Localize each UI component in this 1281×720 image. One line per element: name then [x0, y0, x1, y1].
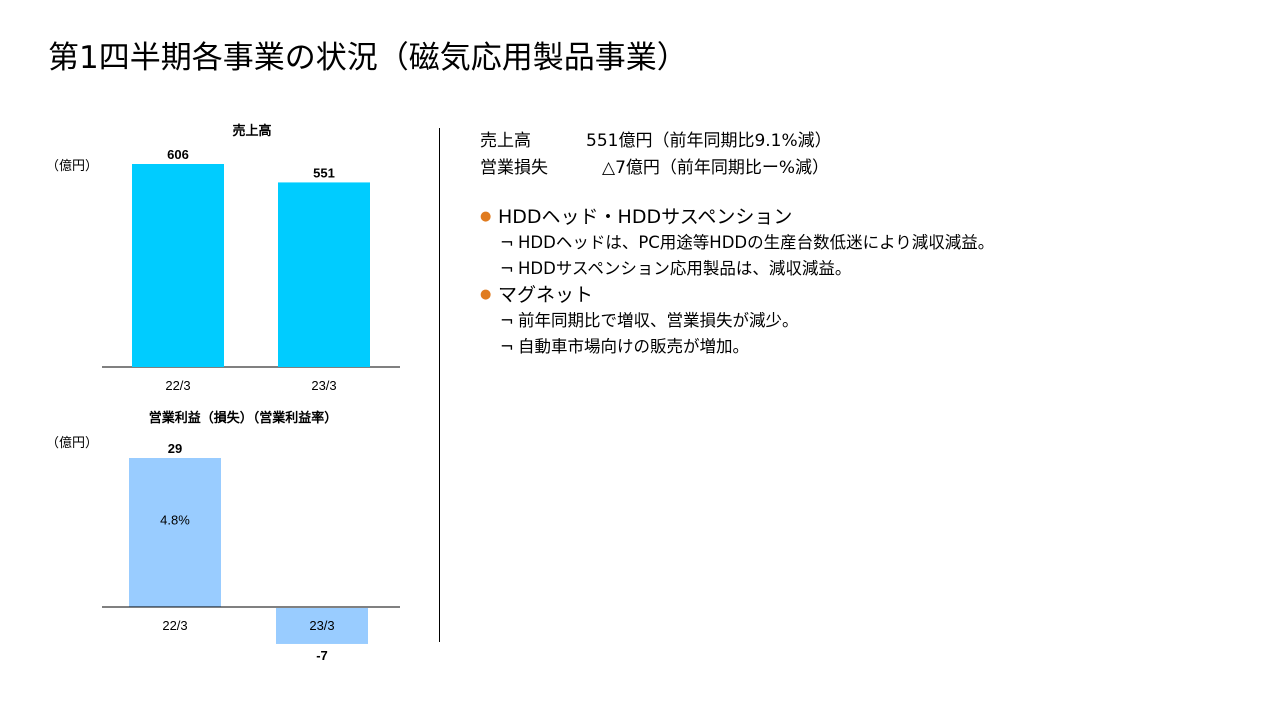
bullet-dot-icon: ● [480, 287, 492, 302]
profit-category-label-23-3: 23/3 [309, 618, 334, 633]
profit-category-label-22-3: 22/3 [162, 618, 187, 633]
bullet-dot-icon: ● [480, 209, 492, 224]
negation-mark-icon: ¬ [500, 233, 514, 252]
profit-margin-label-22-3: 4.8% [160, 513, 190, 528]
summary-profit-value: △7億円（前年同期比ー%減） [602, 158, 830, 178]
list-item: ¬ 前年同期比で増収、営業損失が減少。 [480, 308, 994, 334]
section-heading-text: HDDヘッド・HDDサスペンション [498, 206, 793, 228]
list-item-text: HDDヘッドは、PC用途等HDDの生産台数低迷により減収減益。 [518, 233, 995, 252]
negation-mark-icon: ¬ [500, 311, 514, 330]
list-item-text: 前年同期比で増収、営業損失が減少。 [518, 311, 799, 330]
summary-revenue-row: 売上高 551億円（前年同期比9.1%減） [480, 128, 832, 155]
list-item: ¬ HDDサスペンション応用製品は、減収減益。 [480, 256, 994, 282]
revenue-chart-title: 売上高 [232, 123, 271, 138]
profit-value-label-22-3: 29 [168, 441, 182, 456]
summary-revenue-value: 551億円（前年同期比9.1%減） [586, 131, 832, 151]
list-item: ¬ 自動車市場向けの販売が増加。 [480, 334, 994, 360]
revenue-bar-22-3 [132, 164, 224, 367]
revenue-chart: 売上高 （億円） 606 551 22/3 23/3 [46, 123, 400, 393]
revenue-bar-23-3 [278, 182, 370, 367]
revenue-value-label-22-3: 606 [167, 147, 189, 162]
negation-mark-icon: ¬ [500, 337, 514, 356]
revenue-category-label-23-3: 23/3 [311, 378, 336, 393]
profit-value-label-23-3: -7 [316, 648, 328, 663]
revenue-category-label-22-3: 22/3 [165, 378, 190, 393]
vertical-divider [439, 128, 440, 642]
summary-profit-label: 営業損失 [480, 158, 548, 178]
profit-chart-unit: （億円） [46, 435, 98, 450]
profit-chart: 営業利益（損失）（営業利益率） （億円） 29 -7 4.8% 22/3 23/… [46, 410, 400, 663]
summary-profit-row: 営業損失 △7億円（前年同期比ー%減） [480, 155, 832, 182]
list-item-text: HDDサスペンション応用製品は、減収減益。 [518, 259, 852, 278]
summary-revenue-label: 売上高 [480, 131, 531, 151]
profit-chart-title: 営業利益（損失）（営業利益率） [149, 410, 338, 425]
profit-bar-22-3 [129, 458, 221, 607]
business-details: ● HDDヘッド・HDDサスペンション ¬ HDDヘッドは、PC用途等HDDの生産… [480, 204, 994, 360]
revenue-value-label-23-3: 551 [313, 165, 335, 180]
section-heading-magnet: ● マグネット [480, 282, 994, 308]
section-heading-hdd: ● HDDヘッド・HDDサスペンション [480, 204, 994, 230]
section-heading-text: マグネット [498, 284, 594, 306]
summary-block: 売上高 551億円（前年同期比9.1%減） 営業損失 △7億円（前年同期比ー%減… [480, 128, 832, 182]
negation-mark-icon: ¬ [500, 259, 514, 278]
charts-area: 売上高 （億円） 606 551 22/3 23/3 営業利益（損失）（営業利益… [46, 123, 400, 663]
list-item-text: 自動車市場向けの販売が増加。 [518, 337, 749, 356]
list-item: ¬ HDDヘッドは、PC用途等HDDの生産台数低迷により減収減益。 [480, 230, 994, 256]
page-title: 第1四半期各事業の状況（磁気応用製品事業） [48, 40, 688, 76]
profit-bar-23-3 [276, 608, 368, 644]
revenue-chart-unit: （億円） [46, 158, 98, 173]
